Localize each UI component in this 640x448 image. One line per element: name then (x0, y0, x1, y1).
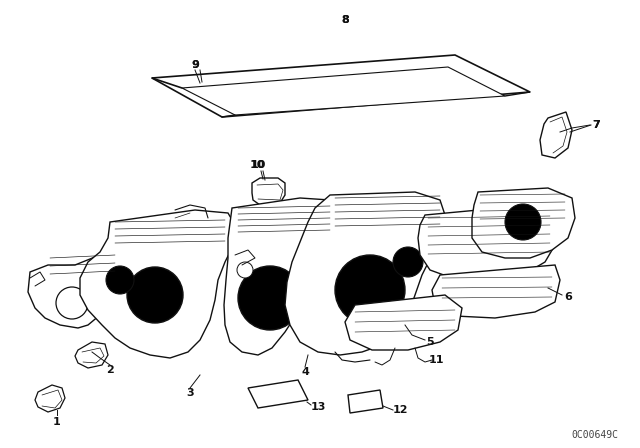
Text: 11: 11 (428, 355, 444, 365)
Text: 13: 13 (310, 402, 326, 412)
Text: 10: 10 (250, 160, 265, 170)
Text: 6: 6 (564, 292, 572, 302)
Text: 7: 7 (592, 120, 600, 130)
Text: 9: 9 (191, 60, 199, 70)
Text: 0C00649C: 0C00649C (572, 430, 618, 440)
Circle shape (393, 247, 423, 277)
Text: 10: 10 (250, 160, 266, 170)
Circle shape (237, 262, 253, 278)
Polygon shape (348, 390, 383, 413)
Circle shape (127, 267, 183, 323)
Polygon shape (418, 208, 558, 280)
Circle shape (106, 266, 134, 294)
Polygon shape (28, 248, 130, 328)
Text: 8: 8 (341, 15, 349, 25)
Text: 3: 3 (186, 388, 194, 398)
Text: 4: 4 (301, 367, 309, 377)
Polygon shape (252, 178, 285, 207)
Polygon shape (224, 198, 338, 355)
Text: 9: 9 (191, 60, 199, 70)
Circle shape (335, 255, 405, 325)
Text: 1: 1 (53, 417, 61, 427)
Text: 2: 2 (106, 365, 114, 375)
Polygon shape (80, 210, 235, 358)
Text: 12: 12 (392, 405, 408, 415)
Circle shape (505, 204, 541, 240)
Polygon shape (75, 342, 108, 368)
Polygon shape (152, 55, 530, 117)
Polygon shape (285, 192, 445, 355)
Text: 5: 5 (426, 337, 434, 347)
Polygon shape (248, 380, 308, 408)
Polygon shape (472, 188, 575, 258)
Circle shape (56, 287, 88, 319)
Polygon shape (540, 112, 572, 158)
Text: 8: 8 (341, 15, 349, 25)
Text: 7: 7 (592, 120, 600, 130)
Circle shape (238, 266, 302, 330)
Polygon shape (432, 265, 560, 318)
Polygon shape (182, 67, 505, 115)
Polygon shape (345, 295, 462, 350)
Polygon shape (35, 385, 65, 412)
